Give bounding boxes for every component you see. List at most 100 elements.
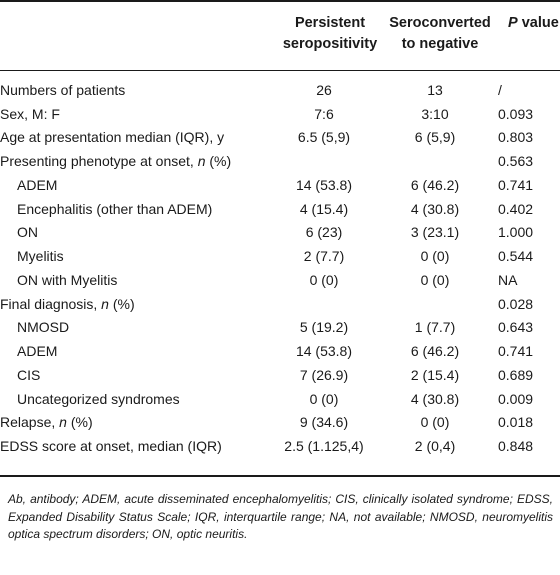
header-persistent-seropositivity: Persistent seropositivity [270,13,390,55]
table-row: Uncategorized syndromes 0 (0) 4 (30.8) 0.00… [0,387,560,411]
row-label-text: NMOSD [17,319,70,336]
seroconverted-cell: 0 (0) [420,271,450,288]
row-label: Myelitis [0,244,276,268]
table-row: Relapse, n (%) 9 (34.6) 0 (0) 0.018 [0,411,560,435]
p-value-cell: 0.643 [498,319,534,336]
table-row: Encephalitis (other than ADEM) 4 (15.4) 4 … [0,197,560,221]
row-label: ADEM [0,173,276,197]
seroconverted-cell [372,149,498,173]
bottom-rule [0,475,560,477]
header-seroconverted-negative: Seroconverted to negative [381,13,499,55]
table-row: Myelitis 2 (7.7) 0 (0) 0.544 [0,244,560,268]
p-value-cell: 0.544 [498,248,534,265]
persistent-cell: 14 (53.8) [295,176,353,193]
row-label-text: Encephalitis (other than ADEM) [17,200,213,217]
persistent-cell: 9 (34.6) [299,414,349,431]
persistent-cell [276,149,372,173]
row-label: CIS [0,363,276,387]
seroconverted-cell: 6 (5,9) [414,129,456,146]
p-value-cell: 0.803 [498,129,534,146]
row-label-text: CIS [17,366,41,383]
p-value-cell: 0.741 [498,343,534,360]
seroconverted-cell: 3:10 [421,105,449,122]
row-label-suffix: (%) [66,414,93,431]
table-row: EDSS score at onset, median (IQR) 2.5 (1.… [0,434,560,458]
row-label-text: ADEM [17,176,58,193]
row-label: NMOSD [0,316,276,340]
p-value-cell: / [498,81,502,98]
p-value-cell: 0.028 [498,295,534,312]
persistent-cell: 26 [316,81,332,98]
persistent-cell: 5 (19.2) [299,319,349,336]
seroconverted-cell: 3 (23.1) [410,224,460,241]
persistent-cell: 6 (23) [305,224,343,241]
persistent-cell: 7 (26.9) [299,366,349,383]
row-label-text: Final diagnosis, [0,295,102,312]
seroconverted-cell: 2 (0,4) [414,438,456,455]
table-footnote: Ab, antibody; ADEM, acute disseminated e… [8,492,553,541]
header-persistent-line-2: seropositivity [282,36,378,52]
seroconverted-cell: 0 (0) [420,414,450,431]
persistent-cell: 0 (0) [309,390,339,407]
persistent-cell: 0 (0) [309,271,339,288]
persistent-cell: 6.5 (5,9) [297,129,351,146]
seroconverted-cell [372,292,498,316]
table-row: Presenting phenotype at onset, n (%) 0.56… [0,149,560,173]
table-row: Final diagnosis, n (%) 0.028 [0,292,560,316]
persistent-cell: 4 (15.4) [299,200,349,217]
row-label-text: ADEM [17,343,58,360]
table-row: Age at presentation median (IQR), y 6.5 (… [0,126,560,150]
row-label: Presenting phenotype at onset, n (%) [0,149,276,173]
row-label: EDSS score at onset, median (IQR) [0,434,276,458]
row-label: ON [0,221,276,245]
seroconverted-cell: 13 [427,81,443,98]
row-label-italic: n [197,153,206,170]
header-seroconverted-line-2: to negative [401,36,479,52]
row-label: Age at presentation median (IQR), y [0,126,276,150]
row-label: Final diagnosis, n (%) [0,292,276,316]
table-row: CIS 7 (26.9) 2 (15.4) 0.689 [0,363,560,387]
persistent-cell: 2 (7.7) [303,248,345,265]
row-label: Relapse, n (%) [0,411,276,435]
header-seroconverted-line-1: Seroconverted [389,15,491,31]
row-label: Numbers of patients [0,78,276,102]
persistent-cell [276,292,372,316]
row-label-italic: n [59,414,67,431]
row-label-text: Sex, M: F [0,105,60,122]
table-row: Sex, M: F 7:6 3:10 0.093 [0,102,560,126]
seroconverted-cell: 2 (15.4) [410,366,460,383]
header-p-rest: value [517,15,559,31]
p-value-cell: NA [498,271,518,288]
persistent-cell: 14 (53.8) [295,343,353,360]
table-row: ON 6 (23) 3 (23.1) 1.000 [0,221,560,245]
header-p-italic: P [508,15,518,31]
row-label-text: Numbers of patients [0,81,126,98]
p-value-cell: 0.018 [498,414,534,431]
header-persistent-line-1: Persistent [294,15,366,31]
row-label: ADEM [0,339,276,363]
table-row: NMOSD 5 (19.2) 1 (7.7) 0.643 [0,316,560,340]
row-label-suffix: (%) [108,295,135,312]
top-rule [0,0,560,2]
row-label-text: Myelitis [17,248,64,265]
seroconverted-cell: 0 (0) [420,248,450,265]
table-row: ADEM 14 (53.8) 6 (46.2) 0.741 [0,339,560,363]
table-row: ON with Myelitis 0 (0) 0 (0) NA [0,268,560,292]
seroconverted-cell: 4 (30.8) [410,390,460,407]
seroconverted-cell: 6 (46.2) [410,176,460,193]
row-label-suffix: (%) [205,153,232,170]
seroconverted-cell: 6 (46.2) [410,343,460,360]
p-value-cell: 0.741 [498,176,534,193]
row-label: Sex, M: F [0,102,276,126]
row-label-text: Presenting phenotype at onset, [0,153,198,170]
data-table: Numbers of patients 26 13 / Sex, M: F 7:6 3:10… [0,78,560,458]
p-value-cell: 1.000 [498,224,534,241]
table-row: ADEM 14 (53.8) 6 (46.2) 0.741 [0,173,560,197]
row-label-text: ON [17,224,38,241]
persistent-cell: 2.5 (1.125,4) [284,438,364,455]
row-label-text: EDSS score at onset, median (IQR) [0,438,222,455]
row-label-text: Age at presentation median (IQR), y [0,129,225,146]
row-label-italic: n [101,295,109,312]
p-value-cell: 0.402 [498,200,534,217]
